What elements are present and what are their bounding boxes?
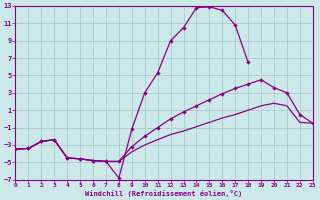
X-axis label: Windchill (Refroidissement éolien,°C): Windchill (Refroidissement éolien,°C): [85, 190, 243, 197]
